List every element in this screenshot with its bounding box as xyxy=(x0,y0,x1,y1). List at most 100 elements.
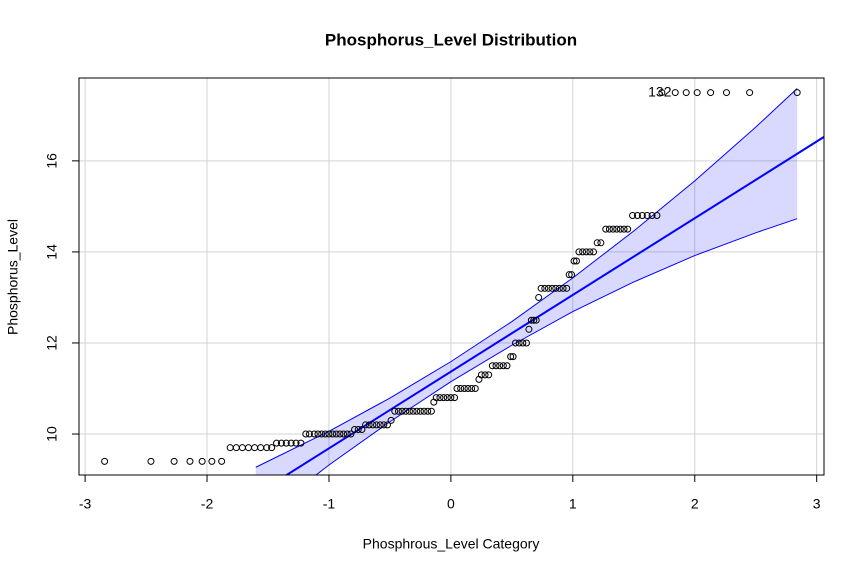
plot-area xyxy=(101,88,824,475)
point xyxy=(287,439,295,447)
point xyxy=(443,394,451,402)
x-tick-label: 1 xyxy=(569,496,577,512)
band-upper xyxy=(255,88,798,468)
point xyxy=(460,384,468,392)
point xyxy=(305,430,313,438)
point xyxy=(340,430,348,438)
point xyxy=(440,394,448,402)
point xyxy=(512,339,520,347)
point xyxy=(297,439,305,447)
point xyxy=(383,421,391,429)
point xyxy=(398,407,406,415)
point xyxy=(468,384,476,392)
point xyxy=(354,425,362,433)
point xyxy=(653,211,661,219)
point xyxy=(658,89,666,97)
point xyxy=(563,284,571,292)
point xyxy=(746,89,754,97)
point xyxy=(402,407,410,415)
point xyxy=(597,239,605,247)
point xyxy=(507,353,515,361)
point xyxy=(481,371,489,379)
point xyxy=(380,421,388,429)
point xyxy=(707,89,715,97)
point xyxy=(570,257,578,265)
y-tick-label: 10 xyxy=(44,426,60,442)
point xyxy=(457,384,465,392)
point xyxy=(541,284,549,292)
point xyxy=(519,339,527,347)
point xyxy=(590,248,598,256)
point xyxy=(593,239,601,247)
point xyxy=(436,394,444,402)
point xyxy=(582,248,590,256)
point xyxy=(369,421,377,429)
point xyxy=(424,407,432,415)
x-axis-label: Phosphrous_Level Category xyxy=(363,536,540,552)
point xyxy=(263,444,271,452)
point xyxy=(503,362,511,370)
point xyxy=(496,362,504,370)
x-tick-label: 3 xyxy=(813,496,821,512)
point xyxy=(485,371,493,379)
point xyxy=(273,439,281,447)
point xyxy=(522,339,530,347)
point xyxy=(101,457,109,465)
point xyxy=(186,457,194,465)
point xyxy=(321,430,329,438)
point xyxy=(373,421,381,429)
point xyxy=(427,407,435,415)
point xyxy=(464,384,472,392)
point xyxy=(329,430,337,438)
point xyxy=(218,457,226,465)
point xyxy=(347,430,355,438)
point xyxy=(620,225,628,233)
point xyxy=(376,421,384,429)
point xyxy=(616,225,624,233)
point xyxy=(638,211,646,219)
x-tick-label: -1 xyxy=(323,496,336,512)
x-tick-label: -2 xyxy=(201,496,214,512)
point xyxy=(447,394,455,402)
point xyxy=(268,444,276,452)
y-tick-label: 14 xyxy=(44,244,60,260)
point xyxy=(613,225,621,233)
point xyxy=(633,211,641,219)
point xyxy=(420,407,428,415)
point xyxy=(525,325,533,333)
point xyxy=(605,225,613,233)
point xyxy=(351,425,359,433)
point xyxy=(624,225,632,233)
y-tick-label: 16 xyxy=(44,153,60,169)
point xyxy=(682,89,690,97)
point xyxy=(552,284,560,292)
point xyxy=(198,457,206,465)
point xyxy=(548,284,556,292)
point xyxy=(358,425,366,433)
point xyxy=(282,439,290,447)
point xyxy=(325,430,333,438)
point xyxy=(409,407,417,415)
point xyxy=(394,407,402,415)
point xyxy=(332,430,340,438)
point xyxy=(292,439,300,447)
point xyxy=(643,211,651,219)
point xyxy=(477,371,485,379)
point xyxy=(530,316,538,324)
point xyxy=(648,211,656,219)
point xyxy=(318,430,326,438)
point xyxy=(671,89,679,97)
point xyxy=(302,430,310,438)
y-tick-label: 12 xyxy=(44,335,60,351)
point xyxy=(471,384,479,392)
point xyxy=(559,284,567,292)
point xyxy=(416,407,424,415)
point xyxy=(602,225,610,233)
point xyxy=(793,89,801,97)
point xyxy=(453,384,461,392)
x-tick-label: -3 xyxy=(79,496,92,512)
point xyxy=(629,211,637,219)
point xyxy=(555,284,563,292)
